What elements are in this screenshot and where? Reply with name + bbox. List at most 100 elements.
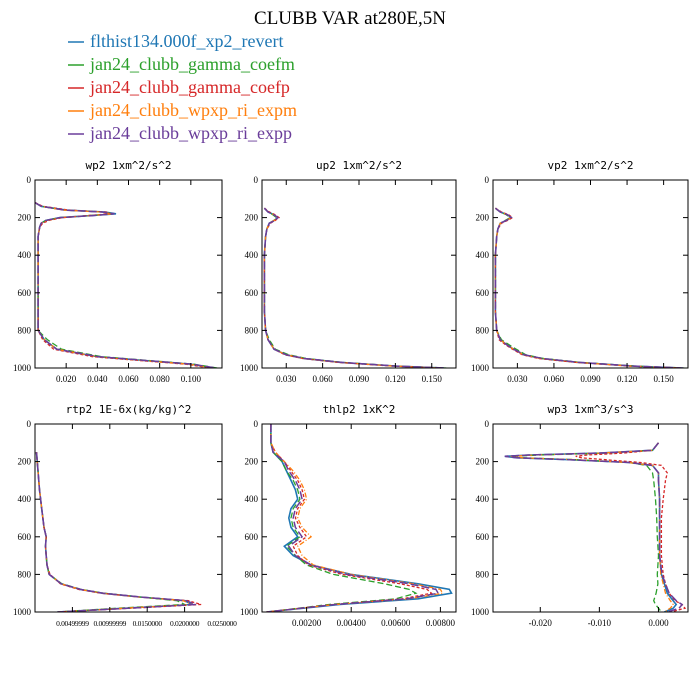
panel-title: wp2 1xm^2/s^2 — [85, 159, 171, 172]
series-line-3 — [266, 424, 433, 612]
panel-4: rtp2 1E-6x(kg/kg)^2 0 200 400 600 800 1000 0.00… — [13, 403, 237, 628]
legend-label: jan24_clubb_wpxp_ri_expm — [89, 100, 297, 120]
legend-label: flthist134.000f_xp2_revert — [90, 31, 283, 51]
plot-frame — [34, 179, 223, 369]
x-tick-label: 0.00999999 — [93, 619, 126, 628]
y-tick-label: 200 — [18, 457, 32, 467]
legend-label: jan24_clubb_gamma_coefp — [89, 77, 290, 97]
x-tick-label: 0.000 — [648, 618, 669, 628]
series-line-5 — [266, 424, 440, 612]
x-tick-label: 0.00400 — [337, 618, 367, 628]
series-line-1 — [494, 207, 682, 368]
x-tick-label: 0.0150000 — [133, 619, 163, 628]
y-tick-label: 600 — [245, 532, 259, 542]
figure-title: CLUBB VAR at280E,5N — [254, 8, 446, 29]
panel-3: vp2 1xm^2/s^2 0 200 400 600 800 1000 0.030 0.060… — [471, 159, 689, 384]
series-line-2 — [35, 452, 188, 612]
y-tick-label: 0 — [254, 419, 259, 429]
y-tick-label: 400 — [245, 494, 259, 504]
x-tick-label: 0.150 — [654, 374, 675, 384]
panel-title: wp3 1xm^3/s^3 — [547, 403, 633, 416]
series-line-1 — [504, 442, 678, 612]
x-tick-label: -0.020 — [529, 618, 553, 628]
y-tick-label: 800 — [18, 325, 32, 335]
y-tick-label: 400 — [476, 250, 490, 260]
x-tick-label: 0.0250000 — [207, 619, 237, 628]
legend-label: jan24_clubb_gamma_coefm — [89, 54, 295, 74]
series-line-4 — [35, 202, 213, 368]
x-tick-label: 0.030 — [507, 374, 528, 384]
y-tick-label: 600 — [245, 288, 259, 298]
plot-frame — [34, 423, 223, 613]
y-tick-label: 800 — [245, 569, 259, 579]
panel-5: thlp2 1xK^2 0 200 400 600 800 1000 0.00200 0.004… — [240, 403, 457, 628]
series-line-3 — [263, 207, 442, 368]
x-tick-label: 0.00800 — [426, 618, 456, 628]
series-line-1 — [35, 201, 215, 368]
y-tick-label: 200 — [476, 457, 490, 467]
x-tick-label: 0.090 — [580, 374, 601, 384]
y-tick-label: 1000 — [471, 363, 490, 373]
x-tick-label: 0.120 — [617, 374, 638, 384]
series-line-2 — [35, 202, 218, 368]
y-tick-label: 200 — [245, 213, 259, 223]
series-line-3 — [494, 207, 679, 368]
y-tick-label: 0 — [485, 419, 490, 429]
panel-title: vp2 1xm^2/s^2 — [547, 159, 633, 172]
series-line-2 — [510, 442, 662, 612]
series-line-4 — [35, 452, 193, 612]
y-tick-label: 1000 — [13, 607, 32, 617]
x-tick-label: 0.0200000 — [170, 619, 200, 628]
y-tick-label: 600 — [476, 532, 490, 542]
y-tick-label: 400 — [18, 494, 32, 504]
y-tick-label: 600 — [18, 532, 32, 542]
series-line-1 — [266, 424, 453, 612]
y-tick-label: 1000 — [240, 607, 259, 617]
panels: wp2 1xm^2/s^2 0 200 400 600 800 1000 0.020 0.040… — [13, 159, 689, 628]
series-line-3 — [35, 452, 202, 612]
panel-6: wp3 1xm^3/s^3 0 200 400 600 800 1000 -0.020 -0.0… — [471, 403, 689, 628]
y-tick-label: 600 — [18, 288, 32, 298]
series-line-5 — [35, 452, 197, 612]
x-tick-label: 0.00499999 — [56, 619, 89, 628]
x-tick-label: 0.080 — [150, 374, 171, 384]
series-line-3 — [575, 442, 687, 612]
y-tick-label: 0 — [254, 175, 259, 185]
panel-title: up2 1xm^2/s^2 — [316, 159, 402, 172]
series-line-2 — [263, 207, 447, 368]
x-tick-label: 0.150 — [422, 374, 443, 384]
y-tick-label: 800 — [245, 325, 259, 335]
y-tick-label: 200 — [18, 213, 32, 223]
plot-frame — [492, 423, 689, 613]
series-line-3 — [35, 202, 210, 368]
series-line-1 — [35, 452, 196, 612]
y-tick-label: 1000 — [240, 363, 259, 373]
y-tick-label: 600 — [476, 288, 490, 298]
y-tick-label: 400 — [18, 250, 32, 260]
series-line-5 — [504, 442, 684, 612]
y-tick-label: 800 — [476, 569, 490, 579]
x-tick-label: 0.060 — [118, 374, 139, 384]
plot-frame — [492, 179, 689, 369]
plot-frame — [261, 423, 457, 613]
panel-2: up2 1xm^2/s^2 0 200 400 600 800 1000 0.030 0.060… — [240, 159, 457, 384]
y-tick-label: 400 — [245, 250, 259, 260]
series-line-2 — [494, 207, 685, 368]
y-tick-label: 200 — [476, 213, 490, 223]
x-tick-label: 0.00200 — [292, 618, 322, 628]
series-line-5 — [35, 201, 216, 368]
y-tick-label: 0 — [485, 175, 490, 185]
y-tick-label: 800 — [18, 569, 32, 579]
x-tick-label: 0.060 — [313, 374, 334, 384]
series-line-2 — [266, 424, 418, 612]
series-line-1 — [263, 207, 444, 368]
y-tick-label: 1000 — [13, 363, 32, 373]
x-tick-label: 0.100 — [181, 374, 202, 384]
x-tick-label: 0.020 — [56, 374, 77, 384]
legend: flthist134.000f_xp2_revert jan24_clubb_ga… — [68, 31, 297, 143]
panel-1: wp2 1xm^2/s^2 0 200 400 600 800 1000 0.020 0.040… — [13, 159, 223, 384]
x-tick-label: 0.040 — [87, 374, 108, 384]
series-line-4 — [263, 207, 443, 368]
y-tick-label: 400 — [476, 494, 490, 504]
